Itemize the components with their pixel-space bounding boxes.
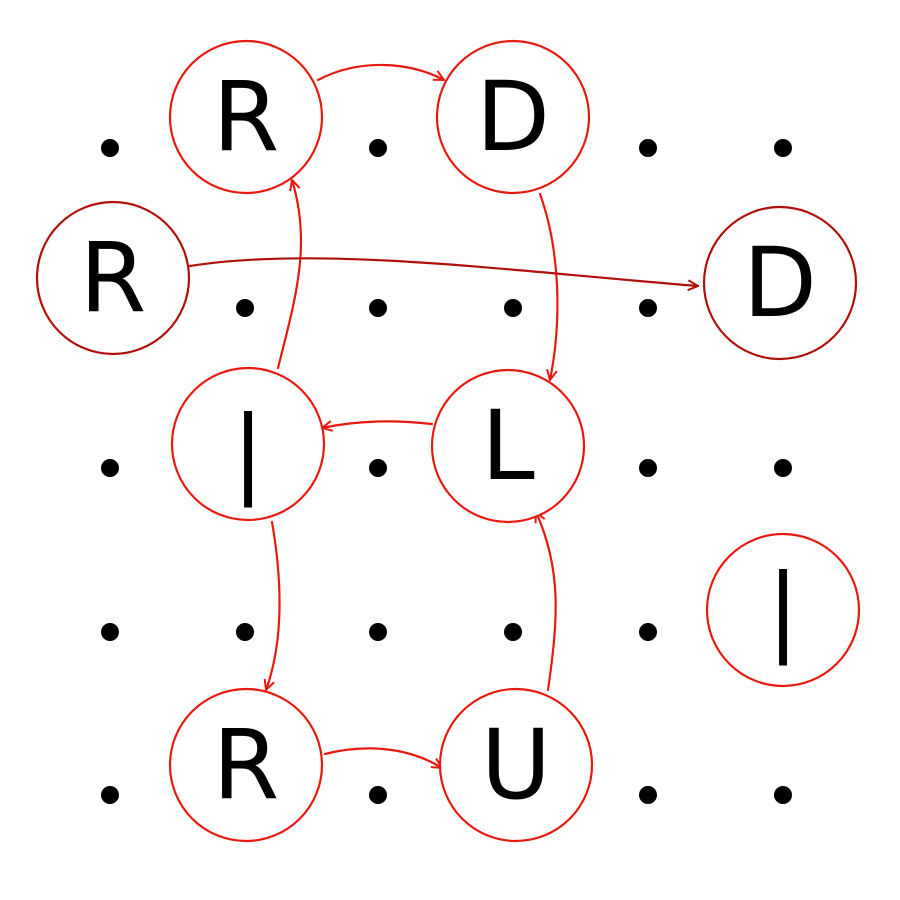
node-circle	[168, 687, 324, 843]
node-n3: R	[35, 200, 191, 356]
node-letter: L	[481, 390, 534, 502]
node-n9: U	[438, 687, 594, 843]
grid-dot	[639, 139, 657, 157]
grid-dot	[774, 139, 792, 157]
edge-n1-n2	[316, 63, 444, 82]
nodes: R D R D | L | R	[35, 39, 861, 843]
node-circle	[35, 200, 191, 356]
edge-n2-n6	[538, 192, 559, 380]
edge-n6-n5	[322, 421, 434, 428]
node-circle	[438, 687, 594, 843]
node-letter: U	[481, 709, 551, 821]
edge-n5-n1	[276, 180, 303, 370]
edges	[188, 63, 698, 768]
grid-dot	[369, 299, 387, 317]
grid-dot	[639, 623, 657, 641]
node-n1: R	[168, 39, 324, 195]
node-letter: |	[232, 396, 264, 509]
node-letter: |	[767, 554, 799, 667]
node-n8: R	[168, 687, 324, 843]
grid-dot	[236, 623, 254, 641]
grid-dot	[639, 459, 657, 477]
grid-dot	[369, 459, 387, 477]
grid-dot	[504, 623, 522, 641]
node-n5: |	[170, 366, 326, 522]
node-circle	[170, 366, 326, 522]
edge-n9-n6	[536, 512, 557, 692]
edge-n3-n4	[188, 257, 698, 286]
grid-dot	[101, 623, 119, 641]
node-letter: R	[213, 709, 280, 821]
node-letter: R	[213, 61, 280, 173]
node-letter: R	[80, 222, 147, 334]
grid-dot	[639, 786, 657, 804]
node-circle	[705, 532, 861, 688]
grid-dot	[101, 786, 119, 804]
node-circle	[430, 368, 586, 524]
node-n2: D	[435, 39, 591, 195]
node-n6: L	[430, 368, 586, 524]
node-letter: D	[743, 227, 817, 339]
grid-dot	[101, 459, 119, 477]
node-circle	[168, 39, 324, 195]
grid-dot	[369, 786, 387, 804]
edge-n8-n9	[323, 747, 442, 768]
node-circle	[435, 39, 591, 195]
edge-n5-n8	[266, 520, 281, 690]
node-n4: D	[702, 205, 858, 361]
grid-dot	[774, 786, 792, 804]
node-circle	[702, 205, 858, 361]
node-n7: |	[705, 532, 861, 688]
grid-dot	[369, 139, 387, 157]
grid-dot	[236, 299, 254, 317]
grid-dot	[504, 299, 522, 317]
grid-dot	[639, 299, 657, 317]
node-letter: D	[476, 61, 550, 173]
grid-dot	[774, 459, 792, 477]
grid-dot	[369, 623, 387, 641]
grid-dot	[101, 139, 119, 157]
